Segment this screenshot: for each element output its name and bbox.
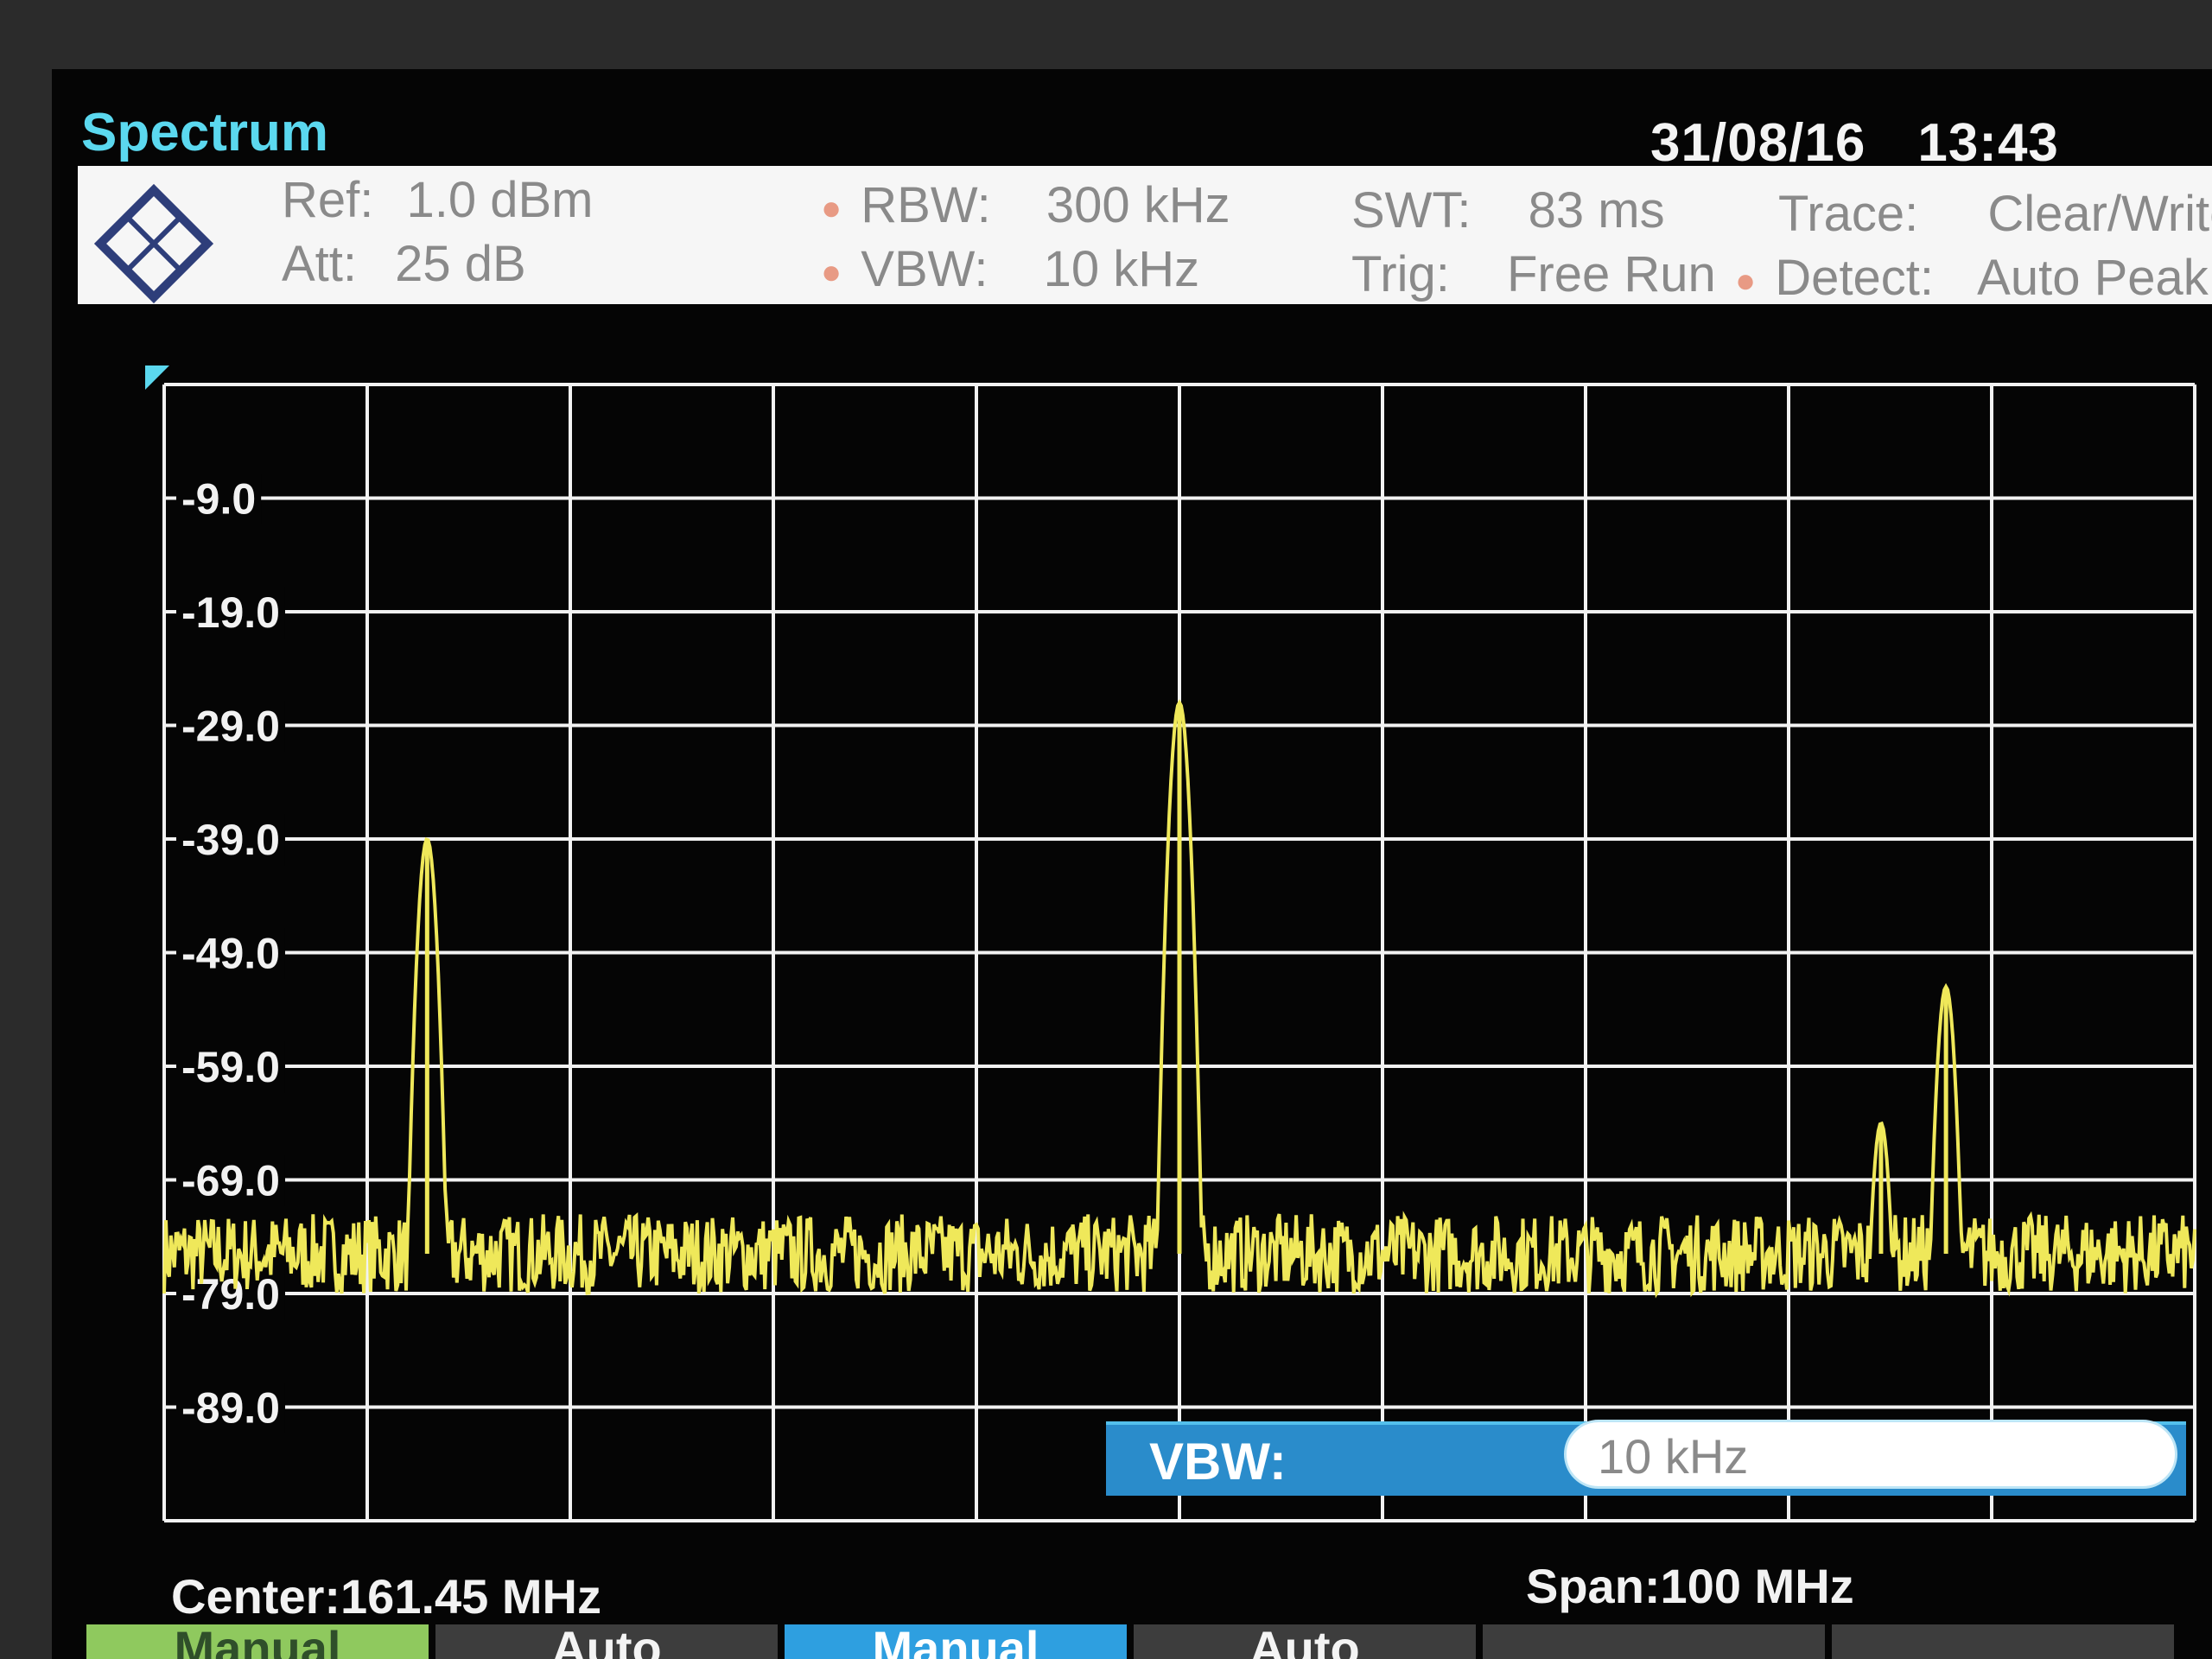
center-frequency: Center:161.45 MHz bbox=[171, 1569, 601, 1624]
marker-corner-icon bbox=[145, 365, 169, 390]
y-tick-label: -19.0 bbox=[181, 588, 280, 637]
y-tick-backing bbox=[176, 473, 262, 525]
att-label: Att: bbox=[282, 236, 358, 292]
vbw-entry-field[interactable]: 10 kHz bbox=[1564, 1420, 2177, 1489]
rbw-indicator-icon: ● bbox=[821, 189, 842, 228]
y-tick-label: -69.0 bbox=[181, 1157, 280, 1205]
analyzer-screen: Spectrum 31/08/16 13:43 Ref: 1.0 dBm Att:… bbox=[52, 69, 2212, 1659]
frequency-labels: Center:161.45 MHz Span:100 MHz bbox=[52, 1559, 2212, 1629]
y-tick-label: -49.0 bbox=[181, 930, 280, 978]
frequency-span: Span:100 MHz bbox=[1526, 1559, 1854, 1613]
trig-label: Trig: bbox=[1351, 246, 1450, 302]
softkey-auto-rbw[interactable]: Auto RBW bbox=[435, 1624, 778, 1659]
ref-level: Ref: 1.0 dBm bbox=[282, 171, 594, 229]
trace-mode: Trace: Clear/Write bbox=[1778, 185, 2212, 243]
y-tick-backing bbox=[176, 700, 285, 753]
softkey-label: Auto bbox=[551, 1624, 662, 1659]
trace-label: Trace: bbox=[1778, 186, 1919, 242]
swt-label: SWT: bbox=[1351, 182, 1471, 238]
y-tick-label: -79.0 bbox=[181, 1270, 280, 1319]
att-value: 25 dB bbox=[395, 236, 526, 292]
softkey-label: Manual bbox=[174, 1624, 341, 1659]
sweep-time: SWT: 83 ms bbox=[1351, 181, 1665, 239]
rbw-label: RBW: bbox=[861, 177, 991, 233]
rohde-schwarz-logo-icon bbox=[93, 183, 214, 304]
vbw-entry-label: VBW: bbox=[1149, 1433, 1287, 1491]
ref-value: 1.0 dBm bbox=[406, 172, 594, 228]
detect-value: Auto Peak bbox=[1977, 250, 2209, 306]
rbw-setting: ● RBW: 300 kHz bbox=[821, 176, 1230, 234]
detect-label: Detect: bbox=[1775, 250, 1935, 306]
detect-indicator-icon: ● bbox=[1735, 262, 1757, 301]
y-tick-backing bbox=[176, 814, 285, 866]
vbw-value: 10 kHz bbox=[1043, 241, 1200, 297]
vbw-entry-dialog[interactable]: VBW: 10 kHz bbox=[1106, 1420, 2186, 1496]
softkey-empty-5[interactable] bbox=[1483, 1624, 1825, 1659]
date-time: 31/08/16 13:43 bbox=[1650, 112, 2059, 174]
y-tick-backing bbox=[176, 587, 285, 639]
vbw-setting: ● VBW: 10 kHz bbox=[821, 240, 1199, 298]
y-tick-backing bbox=[176, 1041, 285, 1093]
rbw-value: 300 kHz bbox=[1046, 177, 1230, 233]
y-tick-backing bbox=[176, 927, 285, 980]
mode-title: Spectrum bbox=[81, 103, 328, 162]
y-tick-backing bbox=[176, 1154, 285, 1207]
y-tick-label: -89.0 bbox=[181, 1384, 280, 1433]
settings-bar: Ref: 1.0 dBm Att: 25 dB ● RBW: 300 kHz ●… bbox=[78, 166, 2212, 307]
y-tick-label: -9.0 bbox=[181, 475, 256, 524]
y-tick-label: -59.0 bbox=[181, 1043, 280, 1091]
trace-value: Clear/Write bbox=[1987, 186, 2212, 242]
softkey-label: Auto bbox=[1249, 1624, 1360, 1659]
softkey-label: Manual bbox=[872, 1624, 1039, 1659]
softkey-bar: Manual RBW Auto RBW Manual VBW Auto VBW bbox=[52, 1624, 2212, 1659]
y-tick-label: -39.0 bbox=[181, 816, 280, 864]
y-tick-label: -29.0 bbox=[181, 702, 280, 751]
trig-value: Free Run bbox=[1506, 246, 1716, 302]
ref-label: Ref: bbox=[282, 172, 374, 228]
softkey-empty-6[interactable] bbox=[1832, 1624, 2174, 1659]
softkey-manual-vbw[interactable]: Manual VBW bbox=[785, 1624, 1127, 1659]
vbw-label: VBW: bbox=[861, 241, 988, 297]
softkey-auto-vbw[interactable]: Auto VBW bbox=[1134, 1624, 1476, 1659]
date: 31/08/16 bbox=[1650, 113, 1866, 173]
spectrum-plot[interactable]: -9.0 -19.0 -29.0 -39.0 -49.0 -59.0 -69.0 -79.0 -… bbox=[86, 324, 2212, 1568]
softkey-manual-rbw[interactable]: Manual RBW bbox=[86, 1624, 429, 1659]
trigger: Trig: Free Run bbox=[1351, 245, 1716, 303]
swt-value: 83 ms bbox=[1528, 182, 1665, 238]
detector: ● Detect: Auto Peak bbox=[1735, 249, 2209, 307]
y-tick-backing bbox=[176, 1382, 285, 1434]
attenuation: Att: 25 dB bbox=[282, 235, 526, 293]
time: 13:43 bbox=[1917, 113, 2059, 173]
vbw-indicator-icon: ● bbox=[821, 253, 842, 292]
